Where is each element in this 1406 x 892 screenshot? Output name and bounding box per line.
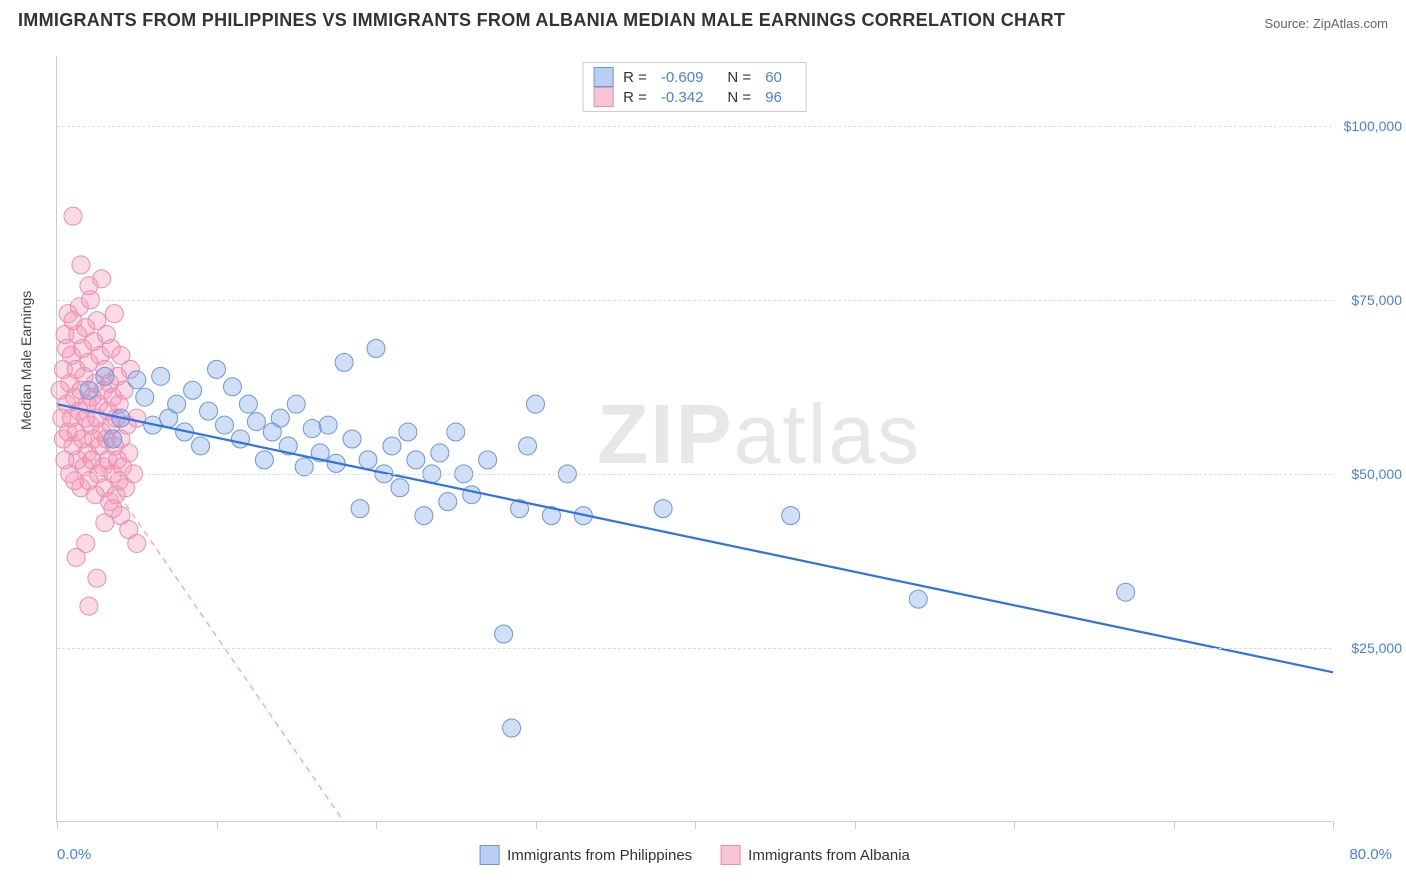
legend-item-albania: Immigrants from Albania [720,845,910,865]
data-point [231,430,249,448]
data-point [782,507,800,525]
data-point [128,409,146,427]
data-point [1117,583,1135,601]
data-point [80,597,98,615]
y-tick-label: $25,000 [1338,640,1402,656]
title-bar: IMMIGRANTS FROM PHILIPPINES VS IMMIGRANT… [0,0,1406,37]
data-point [136,388,154,406]
data-point [80,381,98,399]
legend-row-albania: R = -0.342 N = 96 [593,87,796,107]
data-point [463,486,481,504]
gridline-h [57,474,1332,475]
x-tick [217,821,218,829]
data-point [287,395,305,413]
regression-line [57,404,1333,672]
data-point [909,590,927,608]
data-point [105,305,123,323]
x-tick [57,821,58,829]
x-tick [1014,821,1015,829]
legend-label-albania: Immigrants from Albania [748,847,910,864]
data-point [96,367,114,385]
chart-plot-area: ZIPatlas R = -0.609 N = 60 R = -0.342 N … [56,56,1332,822]
data-point [439,493,457,511]
data-point [335,353,353,371]
data-point [479,451,497,469]
data-point [351,500,369,518]
data-point [239,395,257,413]
n-value-albania: 96 [765,89,782,106]
data-point [77,534,95,552]
data-point [343,430,361,448]
gridline-h [57,300,1332,301]
data-point [64,207,82,225]
data-point [104,430,122,448]
source-label: Source: ZipAtlas.com [1264,16,1388,31]
data-point [128,534,146,552]
x-tick [536,821,537,829]
data-point [391,479,409,497]
chart-title: IMMIGRANTS FROM PHILIPPINES VS IMMIGRANT… [18,10,1065,31]
data-point [208,360,226,378]
data-point [192,437,210,455]
data-point [383,437,401,455]
data-point [120,444,138,462]
data-point [255,451,273,469]
swatch-philippines-bottom [479,845,499,865]
data-point [152,367,170,385]
data-point [88,569,106,587]
data-point [407,451,425,469]
data-point [367,339,385,357]
y-axis-label: Median Male Earnings [18,291,34,430]
y-tick-label: $75,000 [1338,292,1402,308]
x-tick [695,821,696,829]
swatch-albania-bottom [720,845,740,865]
x-axis-max-label: 80.0% [1349,846,1392,863]
data-point [359,451,377,469]
x-tick [855,821,856,829]
data-point [184,381,202,399]
swatch-philippines [593,67,613,87]
data-point [399,423,417,441]
data-point [415,507,433,525]
data-point [168,395,186,413]
data-point [503,719,521,737]
data-point [271,409,289,427]
gridline-h [57,126,1332,127]
data-point [72,256,90,274]
legend-label-philippines: Immigrants from Philippines [507,847,692,864]
legend-item-philippines: Immigrants from Philippines [479,845,692,865]
x-tick [376,821,377,829]
data-point [519,437,537,455]
x-tick [1333,821,1334,829]
data-point [303,420,321,438]
data-point [200,402,218,420]
data-point [527,395,545,413]
data-point [431,444,449,462]
data-point [319,416,337,434]
data-point [223,378,241,396]
gridline-h [57,648,1332,649]
y-tick-label: $50,000 [1338,466,1402,482]
legend-series: Immigrants from Philippines Immigrants f… [479,845,910,865]
r-value-philippines: -0.609 [661,69,704,86]
x-axis-min-label: 0.0% [57,846,91,863]
plot-svg [57,56,1332,821]
data-point [215,416,233,434]
swatch-albania [593,87,613,107]
data-point [247,413,265,431]
data-point [495,625,513,643]
y-tick-label: $100,000 [1338,118,1402,134]
x-tick [1174,821,1175,829]
legend-row-philippines: R = -0.609 N = 60 [593,67,796,87]
n-value-philippines: 60 [765,69,782,86]
data-point [654,500,672,518]
data-point [128,371,146,389]
r-value-albania: -0.342 [661,89,704,106]
data-point [447,423,465,441]
data-point [80,277,98,295]
legend-correlation: R = -0.609 N = 60 R = -0.342 N = 96 [582,62,807,112]
